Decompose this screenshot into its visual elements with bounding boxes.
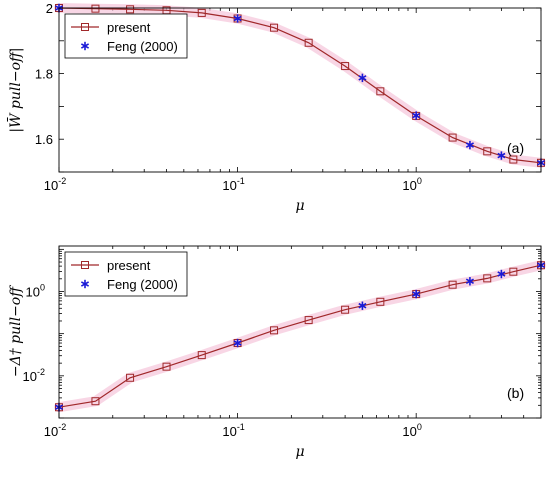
x-tick-exp: 0: [417, 176, 422, 186]
x-tick-label: 100: [402, 422, 421, 439]
legend-present-label: present: [107, 20, 151, 35]
y-tick-label: 100: [26, 283, 45, 300]
feng-marker: [233, 338, 242, 348]
legend: present Feng (2000): [64, 13, 188, 59]
present-marker: [126, 5, 135, 14]
legend-feng-marker: [80, 41, 90, 51]
present-marker: [197, 351, 206, 360]
present-line: [58, 264, 542, 408]
x-tick-base: 10: [44, 424, 58, 439]
present-marker: [270, 23, 279, 32]
legend-present-marker: [81, 23, 89, 31]
feng-marker: [465, 140, 474, 150]
y-axis-label: |W̄ pull−off|: [6, 47, 24, 132]
x-tick-base: 10: [222, 424, 236, 439]
y-tick-label: 2: [46, 1, 53, 16]
present-marker: [483, 147, 492, 156]
present-marker: [376, 297, 385, 306]
y-tick-base: 10: [26, 285, 40, 300]
present-marker: [376, 87, 385, 96]
feng-marker: [358, 301, 367, 310]
legend-feng-stroke: [80, 281, 90, 287]
legend-feng-label: Feng (2000): [107, 277, 178, 292]
present-marker: [341, 305, 350, 314]
feng-marker: [497, 269, 506, 279]
feng-marker-stroke: [465, 142, 474, 148]
x-tick-exp: -1: [237, 176, 245, 186]
feng-marker: [358, 73, 367, 83]
present-marker: [91, 397, 100, 406]
x-tick-base: 10: [402, 178, 416, 193]
feng-marker-stroke: [233, 340, 242, 346]
feng-marker-stroke: [358, 302, 367, 309]
legend-feng-stroke: [80, 43, 90, 49]
present-marker: [483, 274, 492, 283]
present-marker: [126, 373, 135, 382]
feng-marker-stroke: [465, 278, 474, 285]
feng-marker-stroke: [233, 15, 242, 22]
y-axis-label: −Δ† pull−off: [8, 285, 24, 377]
y-tick-label: 10-2: [23, 367, 45, 384]
y-tick-base: 10: [23, 369, 37, 384]
x-tick-base: 10: [402, 424, 416, 439]
feng-marker: [497, 151, 506, 160]
x-tick-exp: 0: [417, 422, 422, 432]
feng-marker: [412, 111, 421, 120]
legend-feng-marker: [80, 279, 90, 289]
present-marker: [270, 326, 279, 335]
feng-marker-stroke: [412, 291, 421, 297]
present-line: [58, 7, 542, 164]
feng-marker-stroke: [497, 271, 506, 277]
panel-label: (b): [507, 385, 524, 401]
feng-marker-stroke: [358, 75, 367, 81]
axes-frame: [58, 7, 542, 173]
legend-present-label: present: [107, 258, 151, 273]
y-tick-label: 1.6: [35, 132, 53, 147]
x-tick-label: 100: [402, 176, 421, 193]
x-tick-label: 10-2: [44, 176, 66, 193]
panel-label: (a): [507, 140, 524, 156]
present-marker: [162, 362, 171, 371]
present-marker: [304, 316, 313, 325]
legend-present-marker: [81, 261, 89, 269]
feng-marker: [412, 289, 421, 299]
x-tick-base: 10: [222, 178, 236, 193]
y-tick-exp: 0: [40, 283, 45, 293]
present-marker: [448, 280, 457, 289]
x-tick-base: 10: [44, 178, 58, 193]
present-marker: [197, 8, 206, 17]
present-marker: [448, 133, 457, 142]
x-tick-label: 10-1: [222, 422, 244, 439]
present-marker: [304, 38, 313, 47]
legend-box: [64, 251, 188, 297]
x-axis-label: μ: [295, 444, 304, 460]
feng-marker-stroke: [412, 112, 421, 119]
x-tick-label: 10-2: [44, 422, 66, 439]
x-tick-exp: -2: [58, 422, 66, 432]
feng-marker: [233, 14, 242, 23]
x-tick-exp: -1: [237, 422, 245, 432]
axes-frame: [58, 245, 542, 419]
x-axis-label: μ: [295, 198, 304, 214]
feng-marker-stroke: [497, 152, 506, 159]
x-tick-label: 10-1: [222, 176, 244, 193]
present-marker: [509, 155, 518, 164]
legend: present Feng (2000): [64, 251, 188, 297]
feng-marker: [465, 277, 474, 286]
present-marker: [341, 62, 350, 71]
x-tick-exp: -2: [58, 176, 66, 186]
present-marker: [91, 4, 100, 13]
legend-box: [64, 13, 188, 59]
legend-feng-label: Feng (2000): [107, 39, 178, 54]
y-tick-exp: -2: [37, 367, 45, 377]
y-tick-label: 1.8: [35, 67, 53, 82]
present-marker: [509, 267, 518, 276]
